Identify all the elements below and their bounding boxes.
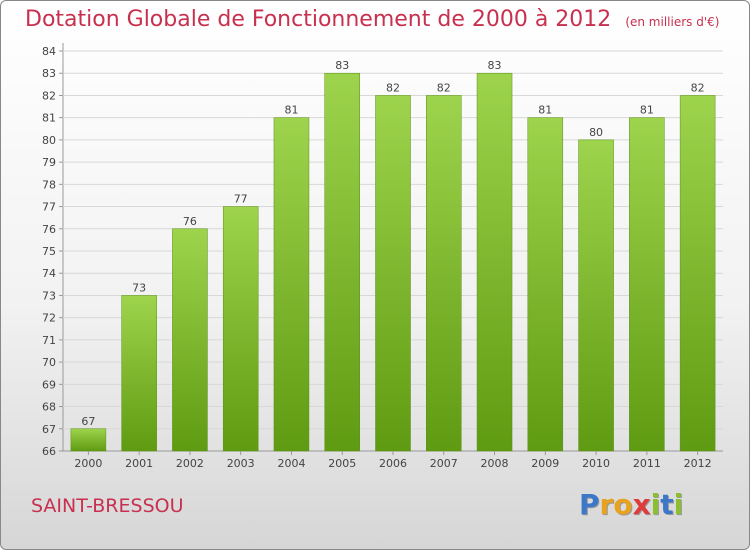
bar xyxy=(273,117,310,452)
title-text: Dotation Globale de Fonctionnement de 20… xyxy=(25,7,612,32)
y-tick-label: 70 xyxy=(42,356,56,369)
x-tick-label: 2002 xyxy=(176,457,204,470)
x-tick-label: 2005 xyxy=(328,457,356,470)
x-tick-label: 2010 xyxy=(582,457,610,470)
y-tick-label: 79 xyxy=(42,156,56,169)
y-tick-label: 71 xyxy=(42,334,56,347)
bar xyxy=(426,95,462,452)
logo-letter: x xyxy=(632,488,651,521)
data-label: 81 xyxy=(284,104,298,117)
logo-letter: o xyxy=(613,488,633,521)
data-label: 80 xyxy=(589,126,603,139)
y-tick-label: 69 xyxy=(42,378,56,391)
bar xyxy=(172,228,208,452)
y-tick-label: 82 xyxy=(42,89,56,102)
y-tick-label: 73 xyxy=(42,289,56,302)
data-label: 76 xyxy=(183,215,197,228)
y-tick-label: 76 xyxy=(42,223,56,236)
x-axis: 2000 2001 2002 2003 2004 2005 2006 2007 2008 2009… xyxy=(74,451,712,470)
chart-title: Dotation Globale de Fonctionnement de 20… xyxy=(25,7,719,32)
y-tick-label: 84 xyxy=(42,45,56,58)
data-label: 73 xyxy=(132,281,146,294)
x-tick-label: 2009 xyxy=(531,457,559,470)
y-tick-label: 72 xyxy=(42,312,56,325)
data-label: 82 xyxy=(437,81,451,94)
data-label: 83 xyxy=(488,59,502,72)
y-axis: 66 67 68 69 70 71 72 73 74 75 76 77 78 79 80 81 82 83 84 xyxy=(42,45,63,458)
bar xyxy=(70,428,107,452)
y-tick-label: 67 xyxy=(42,423,56,436)
bar xyxy=(578,139,614,452)
bar xyxy=(476,72,513,452)
data-label: 82 xyxy=(386,81,400,94)
data-label: 77 xyxy=(234,193,248,206)
y-tick-label: 75 xyxy=(42,245,56,258)
logo-letter: i xyxy=(650,488,661,521)
y-tick-label: 81 xyxy=(42,112,56,125)
unit-label: (en milliers d'€) xyxy=(625,15,720,29)
logo-letter: i xyxy=(673,488,684,521)
x-tick-label: 2006 xyxy=(379,457,407,470)
data-label: 81 xyxy=(640,104,654,117)
x-tick-label: 2012 xyxy=(684,457,712,470)
data-label: 67 xyxy=(81,415,95,428)
x-tick-label: 2007 xyxy=(430,457,458,470)
x-tick-label: 2004 xyxy=(277,457,305,470)
y-tick-label: 78 xyxy=(42,178,56,191)
y-tick-label: 68 xyxy=(42,401,56,414)
data-label: 83 xyxy=(335,59,349,72)
y-tick-label: 83 xyxy=(42,67,56,80)
commune-name: SAINT-BRESSOU xyxy=(31,495,184,517)
bar xyxy=(375,95,411,452)
x-tick-label: 2011 xyxy=(633,457,661,470)
y-tick-label: 77 xyxy=(42,201,56,214)
x-tick-label: 2003 xyxy=(227,457,255,470)
data-label: 81 xyxy=(538,104,552,117)
bars: 67 73 76 77 81 83 82 82 83 81 80 81 82 xyxy=(70,59,716,452)
y-tick-label: 80 xyxy=(42,134,56,147)
bar xyxy=(527,117,564,452)
x-tick-label: 2001 xyxy=(125,457,153,470)
y-tick-label: 66 xyxy=(42,445,56,458)
bar xyxy=(679,95,716,452)
bar xyxy=(121,295,157,452)
bar xyxy=(324,72,360,452)
y-tick-label: 74 xyxy=(42,267,56,280)
x-tick-label: 2008 xyxy=(481,457,509,470)
x-tick-label: 2000 xyxy=(74,457,102,470)
bar xyxy=(222,206,259,452)
logo-letter: t xyxy=(660,488,674,521)
bar xyxy=(629,117,665,452)
logo-letter: r xyxy=(599,488,614,521)
logo-letter: P xyxy=(579,488,600,521)
data-label: 82 xyxy=(691,81,705,94)
proxiti-logo: Proxiti xyxy=(579,488,683,521)
